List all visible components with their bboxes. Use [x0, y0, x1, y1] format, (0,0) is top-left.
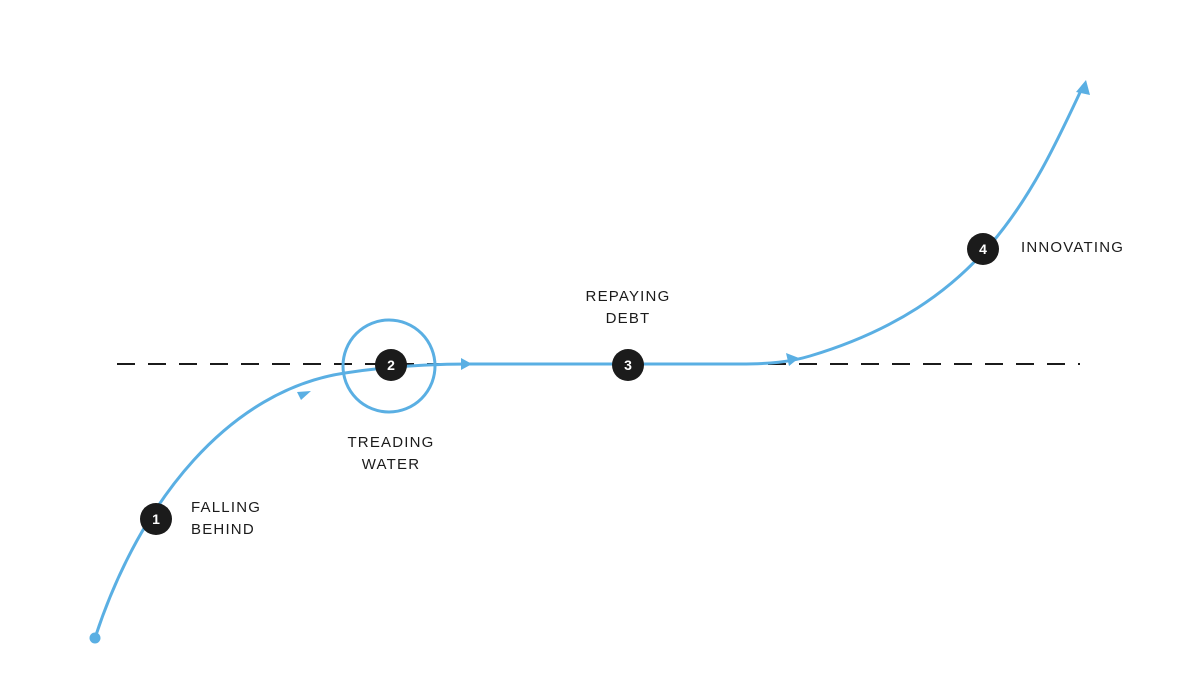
stage-number-4: 4 — [979, 241, 987, 257]
stage-label-2-line-2: WATER — [361, 456, 421, 473]
curve-end-arrowhead — [1076, 80, 1090, 95]
stage-label-1-line-2: BEHIND — [191, 521, 255, 538]
stage-label-repaying-debt: REPAYING DEBT — [571, 286, 685, 330]
curve-arrow-1 — [297, 391, 311, 400]
stage-label-1-line-1: FALLING — [191, 499, 262, 516]
stage-label-2-line-1: TREADING — [347, 434, 435, 451]
stage-marker-2: 2 — [375, 349, 407, 381]
stage-label-falling-behind: FALLING BEHIND — [191, 497, 261, 541]
curve-arrow-2 — [461, 358, 472, 370]
stage-marker-1: 1 — [140, 503, 172, 535]
stage-marker-4: 4 — [967, 233, 999, 265]
stage-marker-3: 3 — [612, 349, 644, 381]
progress-curve — [93, 84, 1085, 640]
stage-label-innovating: INNOVATING — [1021, 237, 1124, 259]
stage-label-3-line-1: REPAYING — [585, 288, 671, 305]
treading-water-highlight-ring — [341, 318, 437, 414]
stage-label-3-line-2: DEBT — [605, 310, 651, 327]
stage-label-4-line-1: INNOVATING — [1021, 239, 1125, 256]
curve-start-dot — [89, 632, 101, 644]
stage-label-treading-water: TREADING WATER — [334, 432, 448, 476]
stage-number-2: 2 — [387, 357, 395, 373]
curve-arrow-3 — [786, 353, 799, 366]
stage-number-3: 3 — [624, 357, 632, 373]
stage-number-1: 1 — [152, 511, 160, 527]
